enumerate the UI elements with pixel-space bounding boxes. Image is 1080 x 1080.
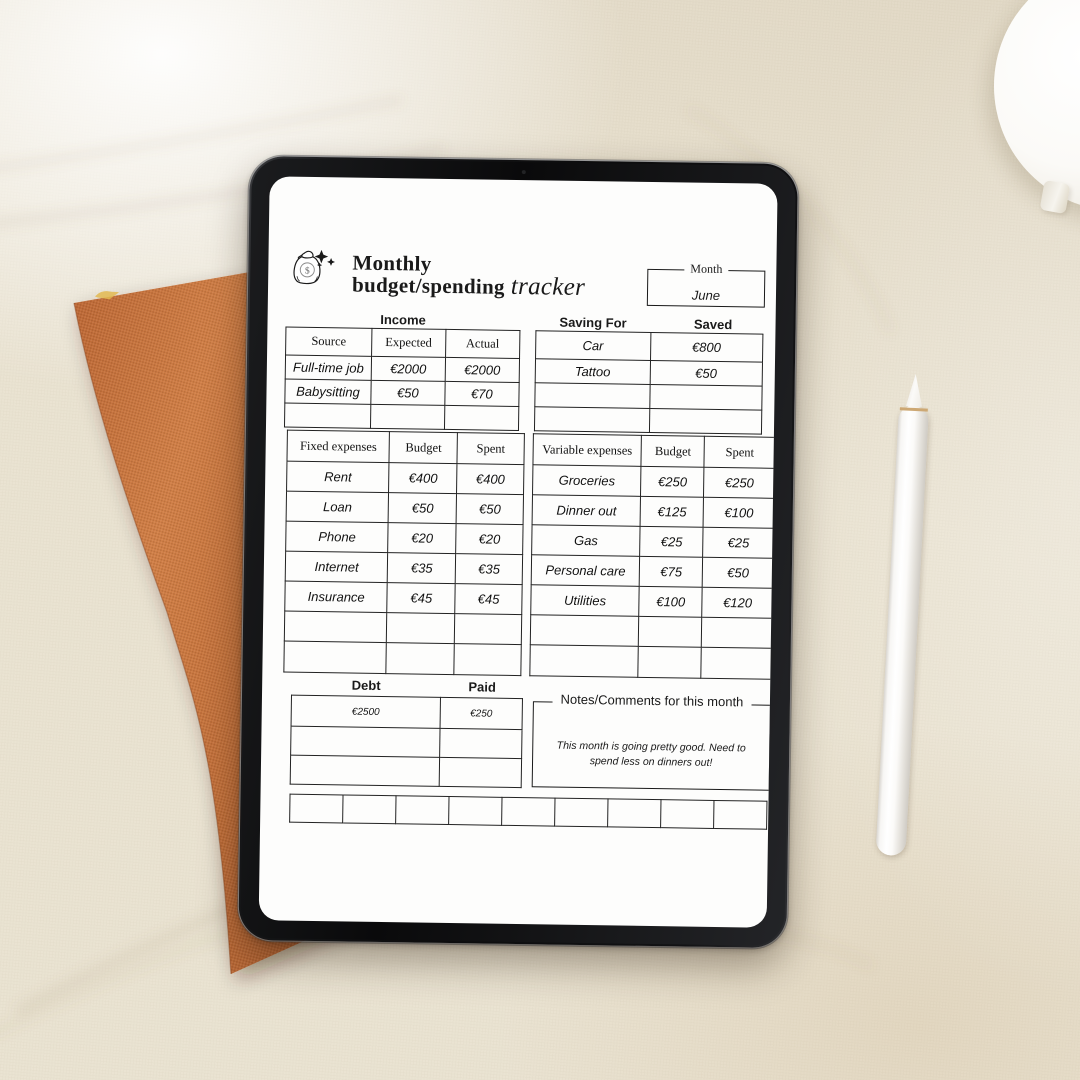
svg-text:$: $ <box>305 265 310 276</box>
